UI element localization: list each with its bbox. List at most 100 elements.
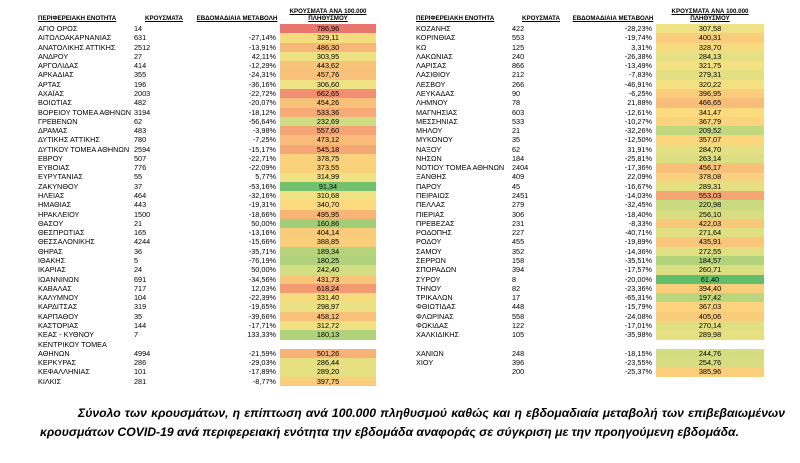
unit-name-cell: ΔΡΑΜΑΣ — [38, 126, 68, 136]
unit-name-cell — [416, 367, 512, 376]
unit-name-cell: ΚΑΡΠΑΘΟΥ — [38, 311, 79, 321]
table-row: ΑΡΚΑΔΙΑΣ 355 -24,31% 457,76 — [38, 70, 376, 80]
cases-cell: 631 — [134, 33, 147, 43]
per100k-cell: 329,11 — [280, 33, 376, 43]
per100k-cell: 91,34 — [280, 181, 376, 192]
unit-name-cell: ΣΠΟΡΑΔΩΝ — [416, 265, 457, 275]
per100k-cell: 260,71 — [656, 265, 764, 275]
table-row: ΠΙΕΡΙΑΣ 306 -18,40% 256,10 — [416, 209, 764, 219]
table-row: ΚΑΣΤΟΡΙΑΣ 144 -17,71% 312,72 — [38, 321, 376, 331]
table-row: ΧΑΝΙΩΝ 248 -18,15% 244,76 — [416, 348, 764, 359]
cases-cell: 21 — [134, 218, 143, 228]
cases-cell: 17 — [512, 293, 521, 303]
unit-name-cell: ΧΑΛΚΙΔΙΚΗΣ — [416, 330, 460, 340]
weekly-change-cell: -15,17% — [248, 144, 276, 154]
table-row: ΣΠΟΡΑΔΩΝ 394 -17,57% 260,71 — [416, 265, 764, 275]
table-row: ΑΙΤΩΛΟΑΚΑΡΝΑΝΙΑΣ 631 -27,14% 329,11 — [38, 33, 376, 43]
weekly-change-cell: -29,03% — [248, 358, 276, 368]
unit-name-cell: ΦΩΚΙΔΑΣ — [416, 321, 449, 330]
unit-name-cell: ΚΕΑΣ - ΚΥΘΝΟΥ — [38, 330, 95, 340]
unit-name-cell: ΙΘΑΚΗΣ — [38, 256, 66, 266]
unit-name-cell: ΦΛΩΡΙΝΑΣ — [416, 311, 454, 321]
table-row: ΗΜΑΘΙΑΣ 443 -19,31% 340,70 — [38, 200, 376, 210]
weekly-change-cell: -35,71% — [248, 246, 276, 256]
per100k-cell: 378,75 — [280, 153, 376, 164]
weekly-change-cell: -32,45% — [624, 200, 652, 210]
per100k-cell: 357,07 — [656, 135, 764, 145]
weekly-change-cell: 22,09% — [627, 172, 652, 182]
per100k-cell: 618,24 — [280, 283, 376, 294]
weekly-change-cell: -7,25% — [252, 135, 276, 145]
cases-cell: 240 — [512, 51, 525, 61]
table-row: ΔΡΑΜΑΣ 483 -3,98% 557,60 — [38, 126, 376, 136]
cases-cell: 603 — [512, 107, 525, 117]
unit-name-cell: ΘΕΣΠΡΩΤΙΑΣ — [38, 228, 85, 238]
cases-cell: 184 — [512, 153, 525, 163]
table-row: ΘΗΡΑΣ 36 -35,71% 189,34 — [38, 246, 376, 257]
unit-name-cell: ΔΥΤΙΚΟΥ ΤΟΜΕΑ ΑΘΗΝΩΝ — [38, 144, 130, 154]
per100k-cell: 209,52 — [656, 126, 764, 136]
per100k-cell: 435,91 — [656, 237, 764, 247]
per100k-cell: 303,95 — [280, 51, 376, 62]
weekly-change-cell: -10,27% — [624, 116, 652, 126]
table-row: ΦΩΚΙΔΑΣ 122 -17,01% 270,14 — [416, 321, 764, 331]
weekly-change-cell: -7,83% — [628, 70, 652, 80]
unit-name-cell: ΗΜΑΘΙΑΣ — [38, 200, 72, 210]
cases-cell: 319 — [134, 302, 147, 312]
table-row: ΜΕΣΣΗΝΙΑΣ 533 -10,27% 367,79 — [416, 116, 764, 127]
table-row: ΜΥΚΟΝΟΥ 35 -12,50% 357,07 — [416, 135, 764, 145]
cases-cell: 227 — [512, 228, 525, 238]
table-row: ΚΑΛΥΜΝΟΥ 104 -22,39% 331,40 — [38, 293, 376, 303]
unit-name-cell: ΚΑΛΥΜΝΟΥ — [38, 293, 79, 303]
table-row: ΗΡΑΚΛΕΙΟΥ 1500 -18,66% 495,95 — [38, 209, 376, 219]
cases-cell: 27 — [134, 51, 143, 61]
table-row: ΒΟΙΩΤΙΑΣ 482 -20,07% 454,26 — [38, 98, 376, 108]
cases-cell: 533 — [512, 116, 525, 126]
table-row: ΛΕΥΚΑΔΑΣ 90 -6,25% 396,95 — [416, 88, 764, 99]
table-row: ΑΧΑΪΑΣ 2003 -22,72% 662,65 — [38, 88, 376, 99]
table-row: ΙΚΑΡΙΑΣ 24 50,00% 242,40 — [38, 265, 376, 275]
per100k-cell: 272,55 — [656, 246, 764, 257]
per100k-cell: 286,44 — [280, 358, 376, 368]
unit-name-cell: ΛΕΣΒΟΥ — [416, 79, 446, 89]
weekly-change-cell: -35,98% — [624, 330, 652, 340]
weekly-change-cell: -18,15% — [624, 348, 652, 358]
per100k-cell: 184,57 — [656, 256, 764, 266]
weekly-change-cell: 42,11% — [251, 51, 276, 61]
table-row: ΔΥΤΙΚΗΣ ΑΤΤΙΚΗΣ 780 -7,25% 473,12 — [38, 135, 376, 145]
per100k-cell: 553,03 — [656, 191, 764, 201]
header-per100k: ΚΡΟΥΣΜΑΤΑ ΑΝΑ 100.000 ΠΛΗΘΥΣΜΟΥ — [671, 8, 749, 22]
unit-name-cell: ΧΑΝΙΩΝ — [416, 348, 444, 358]
per100k-cell: 307,58 — [656, 24, 764, 34]
weekly-change-cell: -34,56% — [248, 274, 276, 284]
unit-name-cell: ΜΕΣΣΗΝΙΑΣ — [416, 116, 458, 126]
per100k-cell: 367,03 — [656, 302, 764, 312]
table-row: ΡΟΔΟΥ 455 -19,89% 435,91 — [416, 237, 764, 247]
header-weekly-change: ΕΒΔΟΜΑΔΙΑΙΑ ΜΕΤΑΒΟΛΗ — [196, 15, 278, 22]
table-row: ΚΙΛΚΙΣ 281 -8,77% 397,75 — [38, 376, 376, 386]
cases-cell: 2404 — [512, 163, 529, 173]
weekly-change-cell: -13,16% — [248, 228, 276, 238]
per100k-cell — [656, 340, 764, 349]
table-row: ΛΑΡΙΣΑΣ 866 -13,49% 321,75 — [416, 61, 764, 71]
table-row: ΚΕΑΣ - ΚΥΘΝΟΥ 7 133,33% 180,13 — [38, 330, 376, 340]
table-row: ΙΩΑΝΝΙΝΩΝ 691 -34,56% 431,73 — [38, 274, 376, 284]
weekly-change-cell: -17,57% — [624, 265, 652, 275]
header-weekly-change: ΕΒΔΟΜΑΔΙΑΙΑ ΜΕΤΑΒΟΛΗ — [572, 15, 654, 22]
table-row: ΕΒΡΟΥ 507 -22,71% 378,75 — [38, 153, 376, 164]
cases-cell: 279 — [512, 200, 525, 210]
unit-name-cell: ΣΑΜΟΥ — [416, 246, 442, 256]
per100k-cell: 160,86 — [280, 218, 376, 229]
weekly-change-cell: -25,37% — [624, 367, 652, 377]
right-table-body: ΚΟΖΑΝΗΣ 422 -28,23% 307,58 ΚΟΡΙΝΘΙΑΣ 553 -19,7… — [416, 24, 764, 386]
table-row: ΚΑΡΔΙΤΣΑΣ 319 -19,65% 298,97 — [38, 302, 376, 312]
unit-name-cell: ΠΑΡΟΥ — [416, 181, 442, 191]
cases-cell: 122 — [512, 321, 525, 330]
weekly-change-cell: -17,89% — [248, 367, 276, 377]
cases-cell: 286 — [134, 358, 147, 368]
table-row: ΜΑΓΝΗΣΙΑΣ 603 -12,61% 341,47 — [416, 107, 764, 117]
table-row: ΞΑΝΘΗΣ 409 22,09% 378,08 — [416, 172, 764, 182]
per100k-cell: 289,31 — [656, 181, 764, 192]
weekly-change-cell: -20,07% — [248, 98, 276, 108]
table-row: ΚΑΡΠΑΘΟΥ 35 -39,66% 458,12 — [38, 311, 376, 321]
